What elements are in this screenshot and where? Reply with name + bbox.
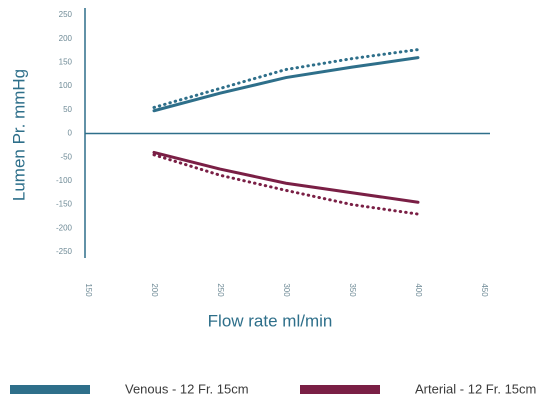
series-line	[152, 150, 420, 204]
y-tick-label: 50	[63, 105, 72, 114]
series-line	[152, 153, 420, 216]
y-tick-label: -250	[56, 247, 73, 256]
y-tick-label: -50	[60, 152, 72, 161]
y-tick-label: 200	[59, 34, 73, 43]
x-tick-label: 250	[216, 283, 225, 297]
y-tick-label: 0	[68, 129, 73, 138]
legend-label: Venous - 12 Fr. 15cm	[125, 381, 249, 396]
series-line	[152, 48, 420, 109]
series-line	[152, 56, 420, 113]
x-tick-label: 450	[480, 283, 489, 297]
legend-label: Arterial - 12 Fr. 15cm	[415, 381, 536, 396]
x-tick-label: 150	[84, 283, 93, 297]
y-tick-label: -200	[56, 223, 73, 232]
x-tick-label: 350	[348, 283, 357, 297]
y-tick-label: 250	[59, 10, 73, 19]
y-tick-label: 100	[59, 81, 73, 90]
x-tick-label: 300	[282, 283, 291, 297]
x-tick-label: 400	[414, 283, 423, 297]
y-tick-label: -100	[56, 176, 73, 185]
y-axis-title: Lumen Pr. mmHg	[9, 69, 28, 201]
legend-swatch	[10, 385, 90, 394]
legend-swatch	[300, 385, 380, 394]
x-axis-title: Flow rate ml/min	[208, 311, 333, 330]
x-tick-label: 200	[150, 283, 159, 297]
y-tick-label: 150	[59, 58, 73, 67]
y-tick-label: -150	[56, 200, 73, 209]
